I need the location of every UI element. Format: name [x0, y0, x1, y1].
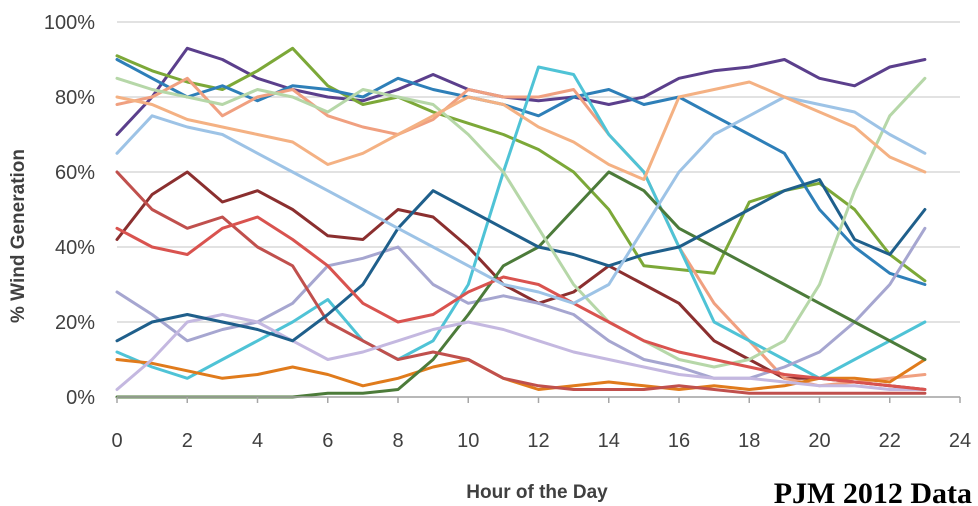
series-line-7	[115, 226, 927, 380]
y-tick-label: 100%	[44, 12, 95, 34]
x-tick-label: 2	[182, 430, 193, 452]
x-tick-label: 0	[111, 430, 122, 452]
chart-annotation: PJM 2012 Data	[774, 477, 972, 506]
x-tick-label: 10	[457, 430, 479, 452]
x-tick-label: 4	[252, 430, 263, 452]
x-tick-labels: 0 2 4 6 8 10 12 14 16 18 20 22 24	[111, 430, 971, 452]
y-tick-label: 0%	[66, 387, 95, 409]
series-line-16	[115, 80, 927, 181]
x-tick-label: 12	[527, 430, 549, 452]
x-tick-label: 6	[322, 430, 333, 452]
series-line-11	[115, 313, 927, 391]
series-line-5	[115, 76, 927, 388]
x-tick-label: 18	[738, 430, 760, 452]
y-tick-labels: 0% 20% 40% 60% 80% 100%	[44, 12, 95, 409]
x-tick-label: 16	[668, 430, 690, 452]
chart-axes	[116, 396, 961, 403]
series-line-6	[115, 65, 927, 380]
series-line-9	[115, 170, 927, 399]
y-tick-label: 60%	[55, 162, 95, 184]
chart-series	[115, 46, 927, 399]
series-line-8	[115, 358, 927, 391]
x-tick-label: 24	[949, 430, 971, 452]
x-tick-label: 14	[598, 430, 620, 452]
y-tick-label: 20%	[55, 312, 95, 334]
series-line-2	[115, 46, 927, 283]
x-tick-label: 8	[392, 430, 403, 452]
x-tick-label: 20	[808, 430, 830, 452]
series-line-12	[115, 178, 927, 343]
y-tick-label: 40%	[55, 237, 95, 259]
series-line-13	[115, 76, 927, 369]
series-line-14	[115, 215, 927, 391]
y-axis-title: % Wind Generation	[8, 149, 29, 323]
series-line-10	[115, 170, 927, 395]
x-axis-title: Hour of the Day	[466, 482, 608, 503]
y-tick-label: 80%	[55, 87, 95, 109]
x-tick-label: 22	[879, 430, 901, 452]
series-line-3	[115, 58, 927, 286]
